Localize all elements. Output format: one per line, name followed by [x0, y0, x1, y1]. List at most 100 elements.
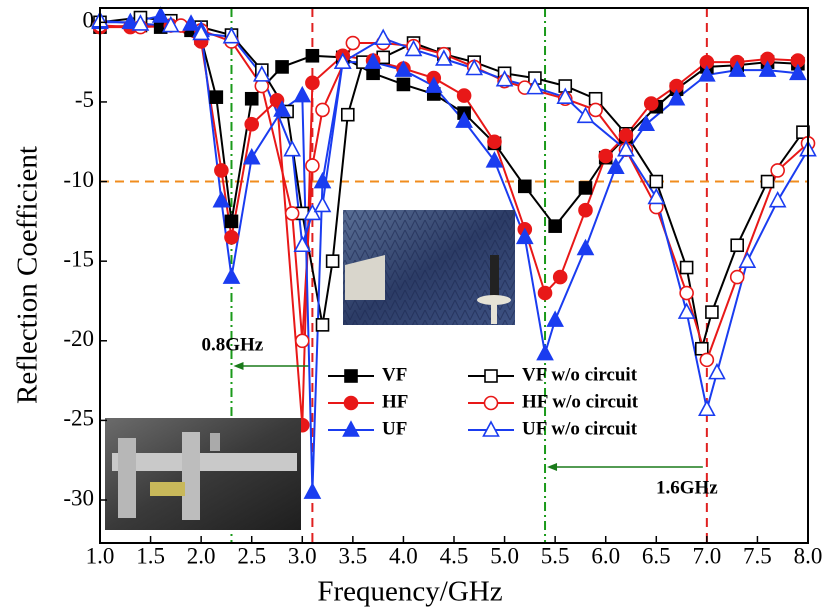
legend-marker — [342, 420, 360, 437]
marker — [305, 75, 320, 91]
legend-marker — [344, 369, 358, 383]
marker — [738, 251, 757, 268]
marker — [465, 58, 484, 76]
marker — [578, 181, 593, 195]
legend-marker — [343, 395, 359, 411]
marker — [618, 128, 634, 143]
marker — [556, 87, 575, 104]
marker — [293, 235, 312, 253]
marker — [526, 77, 544, 95]
marker — [515, 227, 534, 245]
marker — [698, 65, 716, 82]
marker — [224, 229, 239, 245]
marker — [578, 202, 593, 218]
marker — [151, 6, 170, 23]
y-tick-label: 0 — [83, 8, 95, 33]
legend-marker — [483, 395, 499, 411]
marker — [647, 187, 666, 205]
marker — [546, 310, 564, 327]
marker — [244, 91, 259, 106]
y-tick-label: -30 — [63, 485, 94, 510]
marker — [548, 219, 562, 233]
marker — [222, 26, 241, 44]
x-tick-label: 8.0 — [794, 543, 823, 568]
marker — [222, 267, 241, 284]
marker — [699, 352, 715, 368]
marker — [305, 158, 320, 173]
marker — [728, 60, 747, 77]
x-tick-label: 4.5 — [440, 543, 469, 568]
marker — [789, 63, 807, 81]
marker — [273, 100, 291, 117]
marker — [770, 163, 785, 178]
marker — [121, 12, 140, 30]
x-tick-label: 1.5 — [136, 543, 165, 568]
marker — [576, 106, 595, 124]
marker — [345, 35, 361, 51]
marker — [708, 362, 726, 380]
marker — [424, 76, 443, 93]
marker — [643, 96, 659, 111]
x-tick-label: 7.0 — [692, 543, 721, 568]
x-axis-label: Frequency/GHz — [317, 576, 502, 608]
marker — [209, 90, 224, 104]
marker — [313, 195, 332, 213]
marker — [576, 238, 595, 256]
caliper-photo — [105, 418, 301, 530]
marker — [364, 52, 382, 69]
arrow-head — [547, 463, 558, 471]
marker — [679, 260, 694, 275]
marker — [284, 206, 300, 221]
marker — [244, 116, 260, 132]
legend-label: VF — [382, 364, 407, 385]
x-tick-label: 5.5 — [541, 543, 570, 568]
x-tick-label: 3.5 — [338, 543, 367, 568]
marker — [313, 171, 332, 189]
x-tick-label: 2.0 — [187, 543, 216, 568]
marker — [192, 23, 210, 41]
marker — [303, 482, 322, 499]
x-tick-label: 5.0 — [490, 543, 519, 568]
marker — [294, 333, 310, 349]
x-tick-label: 1.0 — [86, 543, 115, 568]
marker — [303, 203, 322, 221]
marker — [366, 66, 380, 81]
marker — [456, 88, 472, 103]
marker — [455, 111, 473, 128]
arrow-head — [233, 362, 244, 370]
marker — [224, 214, 239, 229]
annotation-text: 0.8GHz — [201, 334, 263, 355]
marker — [325, 254, 340, 268]
legend-marker — [484, 369, 498, 383]
marker — [293, 85, 312, 103]
marker — [606, 157, 625, 175]
marker — [283, 140, 302, 157]
marker — [333, 52, 352, 69]
marker — [242, 147, 261, 165]
annotation-text: 1.6GHz — [656, 477, 718, 498]
legend-label: HF — [382, 391, 408, 412]
marker — [182, 14, 200, 31]
series-line — [99, 16, 804, 349]
marker — [435, 49, 453, 66]
x-tick-label: 2.5 — [237, 543, 266, 568]
marker — [637, 114, 656, 132]
x-tick-label: 3.0 — [288, 543, 317, 568]
marker — [252, 65, 271, 82]
series-group — [91, 6, 817, 499]
x-tick-label: 7.5 — [743, 543, 772, 568]
marker — [698, 399, 716, 417]
marker — [394, 60, 413, 77]
x-tick-label: 6.0 — [591, 543, 620, 568]
marker — [315, 102, 330, 118]
marker — [404, 39, 423, 57]
marker — [677, 302, 696, 319]
marker — [598, 148, 614, 164]
y-tick-label: -10 — [63, 167, 94, 192]
marker — [374, 28, 393, 46]
series-line — [99, 24, 809, 364]
marker — [588, 102, 603, 118]
marker — [495, 69, 514, 87]
x-tick-label: 6.5 — [642, 543, 671, 568]
chamber-photo — [343, 210, 515, 325]
